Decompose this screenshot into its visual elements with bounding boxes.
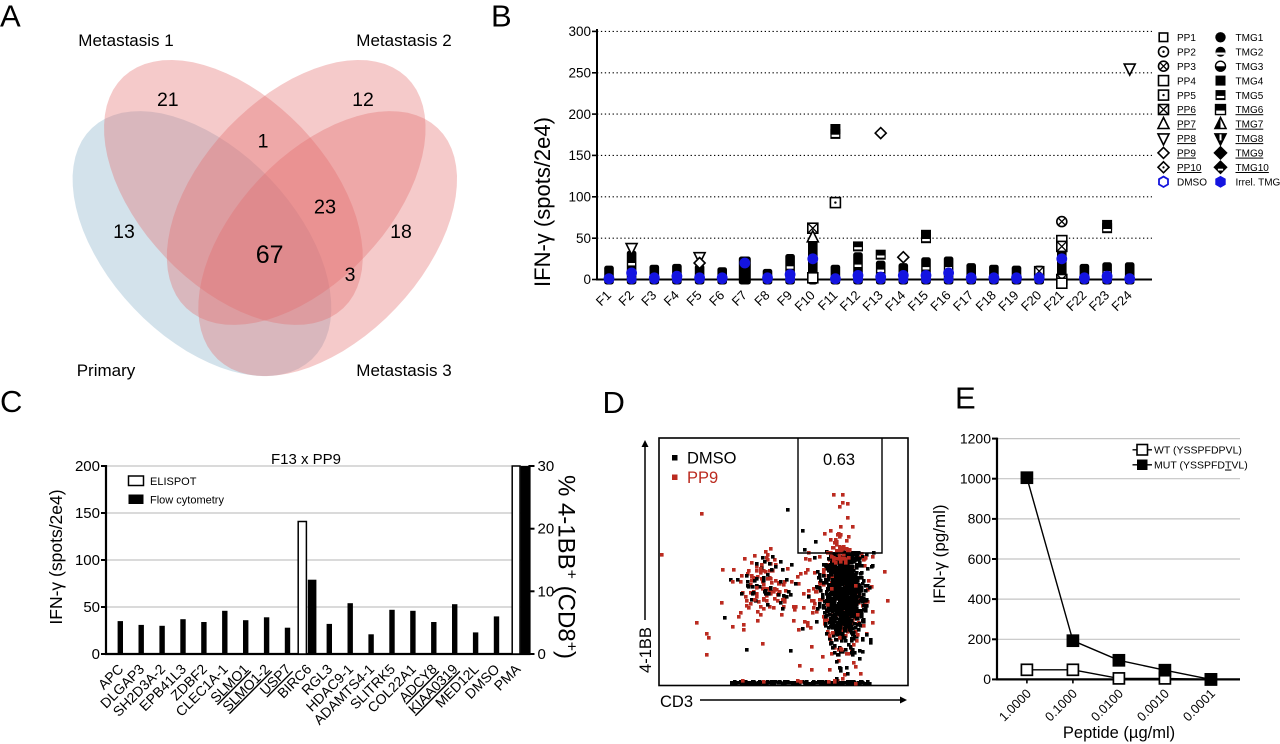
svg-text:Metastasis 2: Metastasis 2 (356, 31, 451, 50)
svg-text:TMG3: TMG3 (1236, 62, 1264, 73)
svg-text:C: C (0, 384, 22, 419)
svg-text:DMSO: DMSO (1177, 178, 1207, 189)
svg-text:13: 13 (113, 221, 135, 243)
svg-text:150: 150 (568, 148, 591, 163)
svg-text:ELISPOT: ELISPOT (150, 476, 197, 488)
svg-text:TMG8: TMG8 (1236, 134, 1264, 145)
svg-text:PP5: PP5 (1177, 91, 1196, 102)
svg-text:Metastasis 1: Metastasis 1 (78, 31, 173, 50)
svg-text:1000: 1000 (960, 471, 991, 487)
svg-text:50: 50 (83, 599, 100, 616)
svg-text:A: A (0, 0, 21, 34)
svg-text:20: 20 (538, 521, 555, 538)
svg-text:0.63: 0.63 (823, 451, 855, 469)
svg-text:PP3: PP3 (1177, 62, 1196, 73)
svg-text:PP7: PP7 (1177, 120, 1196, 131)
svg-text:50: 50 (576, 231, 591, 246)
svg-text:D: D (603, 385, 625, 420)
svg-text:% 4-1BB+ (CD8+): % 4-1BB+ (CD8+) (553, 475, 581, 659)
svg-text:600: 600 (968, 551, 992, 567)
svg-text:12: 12 (352, 89, 374, 111)
svg-text:800: 800 (968, 511, 992, 527)
svg-text:IFN-γ (spots/2e4): IFN-γ (spots/2e4) (530, 117, 555, 287)
svg-text:IFN-γ (spots/2e4): IFN-γ (spots/2e4) (46, 489, 66, 624)
svg-text:PP1: PP1 (1177, 33, 1196, 44)
svg-text:E: E (955, 381, 976, 416)
svg-text:400: 400 (968, 591, 992, 607)
svg-text:200: 200 (968, 631, 992, 647)
svg-text:CD3: CD3 (660, 693, 693, 711)
svg-text:MUT (YSSPFDTVL): MUT (YSSPFDTVL) (1154, 460, 1248, 472)
svg-text:10: 10 (538, 583, 555, 600)
svg-text:PP10: PP10 (1177, 163, 1202, 174)
svg-text:4-1BB: 4-1BB (637, 627, 655, 673)
svg-text:TMG4: TMG4 (1236, 76, 1264, 87)
svg-text:200: 200 (75, 458, 100, 475)
svg-text:PP9: PP9 (1177, 149, 1196, 160)
svg-text:18: 18 (390, 221, 412, 243)
svg-text:67: 67 (256, 241, 284, 269)
svg-text:TMG7: TMG7 (1236, 120, 1264, 131)
svg-text:PP9: PP9 (687, 469, 718, 487)
svg-text:21: 21 (157, 89, 179, 111)
svg-text:F13 x PP9: F13 x PP9 (271, 451, 341, 468)
svg-text:1: 1 (258, 131, 269, 153)
svg-text:IFN-γ (pg/ml): IFN-γ (pg/ml) (930, 504, 949, 603)
svg-text:Metastasis 3: Metastasis 3 (356, 361, 451, 380)
svg-text:TMG9: TMG9 (1236, 149, 1264, 160)
svg-text:250: 250 (568, 66, 591, 81)
svg-text:150: 150 (75, 505, 100, 522)
svg-text:200: 200 (568, 107, 591, 122)
svg-text:TMG2: TMG2 (1236, 48, 1264, 59)
svg-text:1200: 1200 (960, 430, 991, 446)
svg-text:B: B (491, 0, 512, 34)
svg-text:PP2: PP2 (1177, 48, 1196, 59)
svg-text:TMG6: TMG6 (1236, 105, 1264, 116)
svg-text:Peptide (µg/ml): Peptide (µg/ml) (1063, 724, 1175, 742)
svg-text:3: 3 (345, 264, 356, 286)
svg-text:DMSO: DMSO (687, 450, 737, 468)
svg-text:0: 0 (92, 646, 100, 663)
svg-text:Primary: Primary (77, 361, 136, 380)
svg-text:23: 23 (314, 197, 336, 219)
svg-text:PP6: PP6 (1177, 105, 1196, 116)
svg-text:PP4: PP4 (1177, 76, 1196, 87)
svg-text:TMG1: TMG1 (1236, 33, 1264, 44)
svg-text:100: 100 (568, 190, 591, 205)
svg-text:Flow cytometry: Flow cytometry (150, 495, 224, 507)
svg-text:TMG5: TMG5 (1236, 91, 1264, 102)
svg-text:WT (YSSPFDPVL): WT (YSSPFDPVL) (1154, 445, 1242, 457)
svg-text:PP8: PP8 (1177, 134, 1196, 145)
svg-text:30: 30 (538, 458, 555, 475)
svg-text:Irrel. TMG: Irrel. TMG (1236, 178, 1280, 189)
svg-text:300: 300 (568, 24, 591, 39)
svg-text:0: 0 (983, 671, 991, 687)
svg-text:TMG10: TMG10 (1236, 163, 1270, 174)
svg-text:0: 0 (538, 646, 546, 663)
svg-text:0: 0 (583, 272, 591, 287)
svg-text:100: 100 (75, 552, 100, 569)
